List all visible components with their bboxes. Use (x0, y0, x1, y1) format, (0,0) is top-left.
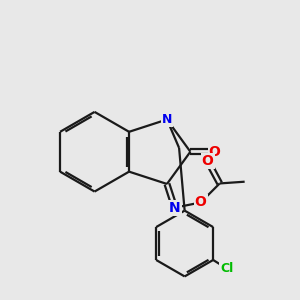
Text: O: O (195, 196, 207, 209)
Text: N: N (162, 113, 172, 126)
Text: O: O (209, 145, 220, 159)
Text: N: N (169, 201, 181, 215)
Text: Cl: Cl (220, 262, 234, 275)
Text: O: O (202, 154, 214, 168)
